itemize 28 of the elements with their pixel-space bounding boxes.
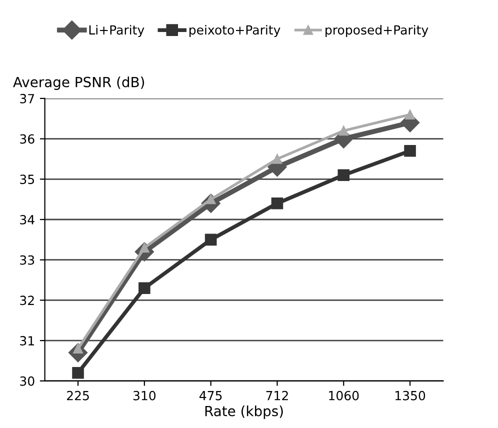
x-tick-label: 310 xyxy=(133,390,156,400)
point xyxy=(138,282,150,294)
point xyxy=(338,126,348,136)
y-tick-label: 35 xyxy=(20,174,34,184)
point xyxy=(72,366,84,379)
legend-label: proposed+Parity xyxy=(326,24,428,38)
y-tick-label: 33 xyxy=(20,255,34,265)
legend-label: peixoto+Parity xyxy=(190,24,280,38)
y-tick-label: 36 xyxy=(20,134,34,144)
x-tick-label: 712 xyxy=(266,390,288,400)
y-tick-label: 31 xyxy=(20,336,34,346)
point xyxy=(271,197,284,210)
x-tick-label: 1060 xyxy=(329,390,359,400)
y-tick-label: 34 xyxy=(20,214,34,224)
y-tick-label: 37 xyxy=(20,94,34,104)
point xyxy=(204,234,217,246)
x-tick-label: 475 xyxy=(200,391,222,400)
x-tick-label: 1350 xyxy=(395,390,426,400)
x-tick-label: 225 xyxy=(67,390,89,400)
x-axis-title: Rate (kbps) xyxy=(205,406,283,419)
point xyxy=(338,169,350,182)
y-axis-title: Average PSNR (dB) xyxy=(13,76,144,90)
point xyxy=(272,154,282,164)
y-tick-label: 32 xyxy=(20,296,34,306)
y-tick-label: 30 xyxy=(20,376,34,386)
point xyxy=(404,144,416,157)
point xyxy=(405,110,415,120)
legend-label: Li+Parity xyxy=(89,24,144,38)
